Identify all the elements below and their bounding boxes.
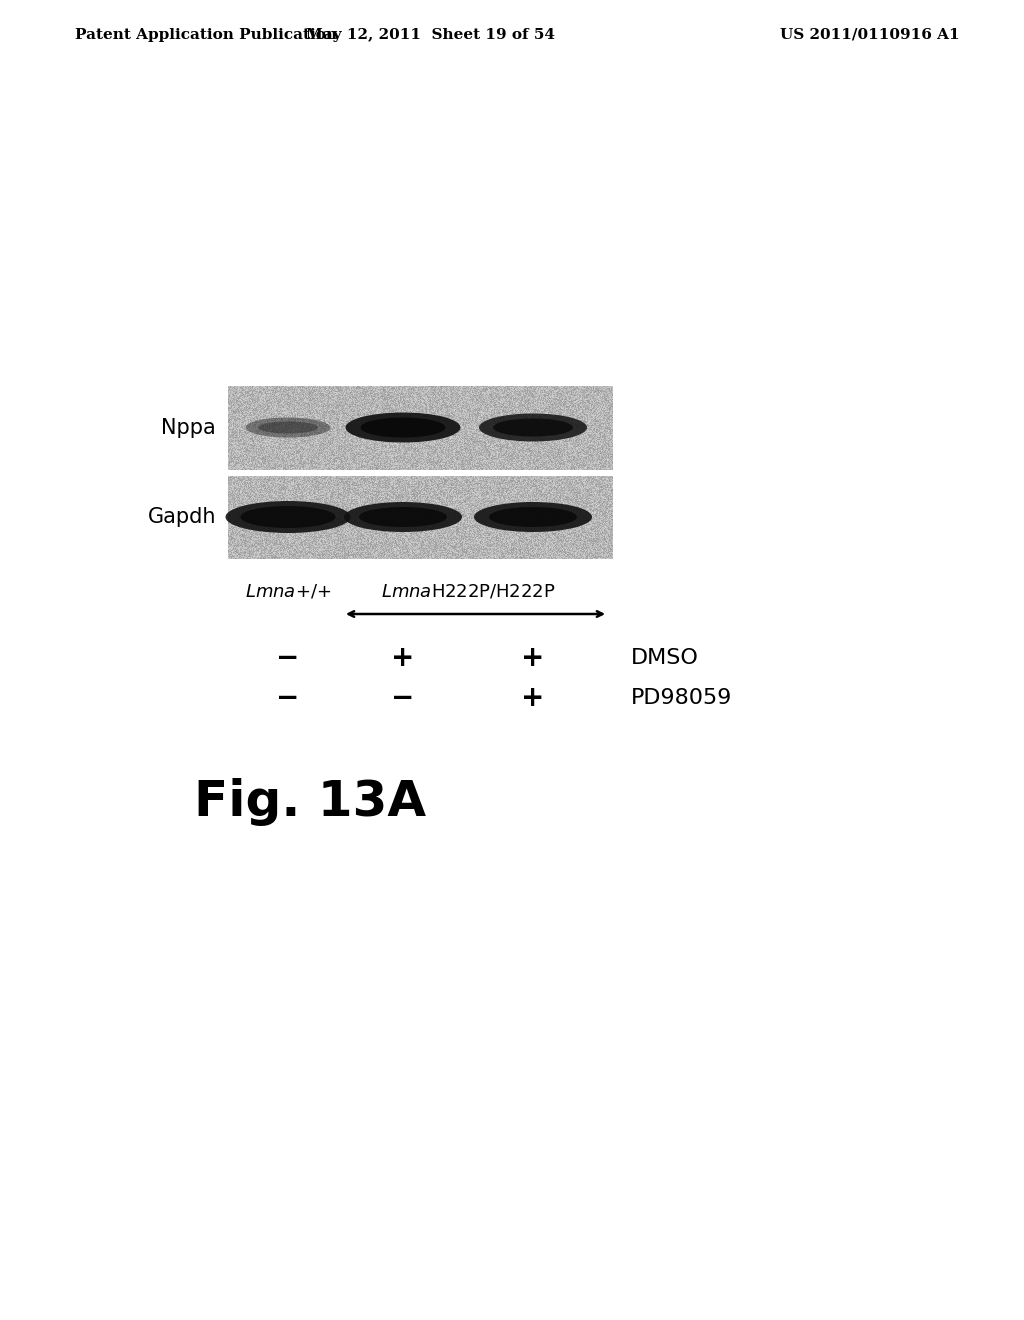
Ellipse shape bbox=[493, 418, 573, 437]
Text: Fig. 13A: Fig. 13A bbox=[194, 777, 426, 826]
Text: Gapdh: Gapdh bbox=[147, 507, 216, 527]
Ellipse shape bbox=[246, 417, 331, 437]
Ellipse shape bbox=[345, 412, 461, 442]
Ellipse shape bbox=[474, 502, 592, 532]
Text: +: + bbox=[521, 644, 545, 672]
Ellipse shape bbox=[225, 502, 350, 533]
Text: Patent Application Publication: Patent Application Publication bbox=[75, 28, 337, 42]
Text: May 12, 2011  Sheet 19 of 54: May 12, 2011 Sheet 19 of 54 bbox=[305, 28, 555, 42]
Ellipse shape bbox=[489, 507, 577, 527]
Ellipse shape bbox=[258, 421, 318, 433]
Text: US 2011/0110916 A1: US 2011/0110916 A1 bbox=[780, 28, 959, 42]
Ellipse shape bbox=[359, 507, 447, 527]
Ellipse shape bbox=[344, 502, 462, 532]
Text: Nppa: Nppa bbox=[161, 417, 216, 437]
Text: −: − bbox=[391, 684, 415, 711]
Text: $\it{Lmna}$+/+: $\it{Lmna}$+/+ bbox=[245, 582, 331, 601]
Ellipse shape bbox=[360, 417, 445, 437]
Ellipse shape bbox=[479, 413, 587, 441]
Bar bbox=[228, 385, 613, 470]
Bar bbox=[228, 474, 613, 560]
Text: +: + bbox=[391, 644, 415, 672]
Text: −: − bbox=[276, 644, 300, 672]
Ellipse shape bbox=[241, 506, 336, 528]
Text: $\it{Lmna}$H222P/H222P: $\it{Lmna}$H222P/H222P bbox=[381, 582, 555, 601]
Text: PD98059: PD98059 bbox=[631, 688, 732, 708]
Text: +: + bbox=[521, 684, 545, 711]
Text: −: − bbox=[276, 684, 300, 711]
Text: DMSO: DMSO bbox=[631, 648, 698, 668]
